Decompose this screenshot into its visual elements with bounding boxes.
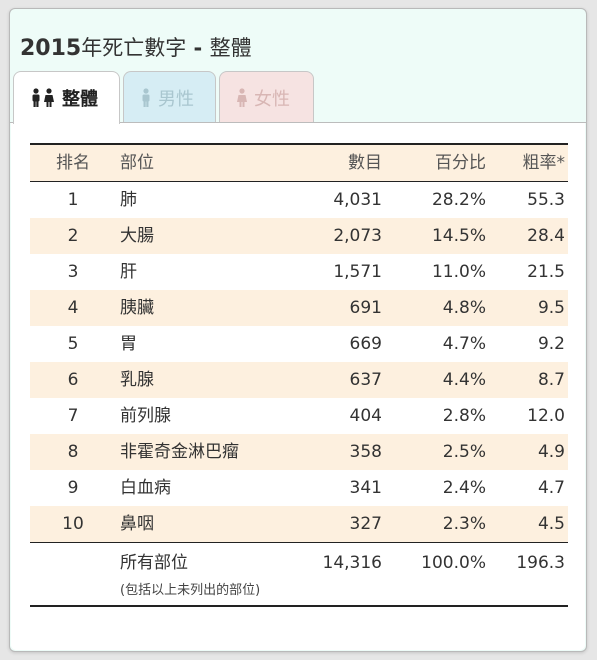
rate-cell: 55.3 [527,190,565,210]
rate-cell: 9.2 [537,334,565,354]
site-cell: 鼻咽 [120,514,154,534]
tab-overall[interactable]: 整體 [13,71,120,124]
count-cell: 341 [349,478,382,498]
rate-cell: 9.5 [537,298,565,318]
mortality-table: 排名 部位 數目 百分比 粗率* 1 肺 4,031 28.2% 55.3 2 … [30,143,568,607]
table-total-row: 所有部位 14,316 100.0% 196.3 (包括以上未列出的部位) [30,543,568,605]
pct-cell: 4.8% [442,298,486,318]
table-row: 6 乳腺 637 4.4% 8.7 [30,362,568,398]
rank-cell: 3 [67,262,79,282]
rate-cell: 21.5 [527,262,565,282]
female-icon [237,87,247,107]
table-row: 3 肝 1,571 11.0% 21.5 [30,254,568,290]
total-note: (包括以上未列出的部位) [120,583,261,598]
title-scope: 整體 [209,36,252,60]
site-cell: 胰臟 [120,298,154,318]
rate-cell: 8.7 [537,370,565,390]
count-cell: 404 [349,406,382,426]
count-cell: 669 [349,334,382,354]
rank-cell: 8 [67,442,79,462]
rate-cell: 4.5 [537,514,565,534]
col-rate-header: 粗率* [522,153,566,173]
pct-cell: 11.0% [431,262,486,282]
table-top-rule [30,143,568,145]
pct-cell: 4.4% [442,370,486,390]
table-header-rule [30,181,568,182]
table-row: 2 大腸 2,073 14.5% 28.4 [30,218,568,254]
pct-cell: 2.3% [442,514,486,534]
table-header: 排名 部位 數目 百分比 粗率* [30,145,568,181]
site-cell: 前列腺 [120,406,171,426]
title-year: 2015 [20,36,82,61]
table-bottom-rule [30,605,568,607]
site-cell: 肺 [120,190,137,210]
rate-cell: 12.0 [527,406,565,426]
male-icon [142,87,150,107]
count-cell: 327 [349,514,382,534]
pct-cell: 2.4% [442,478,486,498]
rate-cell: 28.4 [527,226,565,246]
tab-male-label: 男性 [158,88,194,110]
rank-cell: 6 [67,370,79,390]
tab-overall-label: 整體 [62,89,98,110]
rate-cell: 4.7 [537,478,565,498]
title-text: 年死亡數字 [81,36,187,60]
pct-cell: 28.2% [431,190,486,210]
total-count-cell: 14,316 [322,553,382,573]
rank-cell: 4 [67,298,79,318]
site-cell: 胃 [120,334,137,354]
table-total-rule [30,542,568,543]
site-cell: 乳腺 [120,370,154,390]
site-cell: 大腸 [120,226,154,246]
tab-divider [10,122,586,123]
count-cell: 637 [349,370,382,390]
table-row: 8 非霍奇金淋巴瘤 358 2.5% 4.9 [30,434,568,470]
site-cell: 肝 [120,262,137,282]
title-dash: - [186,36,210,60]
rank-cell: 2 [67,226,79,246]
col-count-header: 數目 [348,153,382,173]
site-cell: 非霍奇金淋巴瘤 [120,442,239,462]
rank-cell: 10 [62,514,84,534]
pct-cell: 4.7% [442,334,486,354]
col-rank-header: 排名 [56,153,90,173]
pct-cell: 2.8% [442,406,486,426]
rank-cell: 1 [67,190,79,210]
table-row: 10 鼻咽 327 2.3% 4.5 [30,506,568,542]
rank-cell: 5 [67,334,79,354]
tab-male[interactable]: 男性 [123,71,216,123]
total-site-cell: 所有部位 [120,553,188,573]
rank-cell: 7 [67,406,79,426]
tab-female[interactable]: 女性 [219,71,314,123]
count-cell: 1,571 [333,262,382,282]
table-row: 1 肺 4,031 28.2% 55.3 [30,182,568,218]
total-rate-cell: 196.3 [516,553,565,573]
tab-bar: 整體 男性 女性 [10,71,588,125]
rank-cell: 9 [67,478,79,498]
pct-cell: 14.5% [431,226,486,246]
count-cell: 358 [349,442,382,462]
table-row: 5 胃 669 4.7% 9.2 [30,326,568,362]
couple-icon [32,88,54,107]
tab-panel: 排名 部位 數目 百分比 粗率* 1 肺 4,031 28.2% 55.3 2 … [11,123,585,650]
count-cell: 2,073 [333,226,382,246]
col-site-header: 部位 [120,153,154,173]
total-pct-cell: 100.0% [421,553,486,573]
site-cell: 白血病 [120,478,171,498]
rate-cell: 4.9 [537,442,565,462]
count-cell: 691 [349,298,382,318]
table-row: 4 胰臟 691 4.8% 9.5 [30,290,568,326]
table-row: 9 白血病 341 2.4% 4.7 [30,470,568,506]
col-pct-header: 百分比 [435,153,486,173]
table-row: 7 前列腺 404 2.8% 12.0 [30,398,568,434]
count-cell: 4,031 [333,190,382,210]
tab-female-label: 女性 [254,88,290,110]
stats-card: 2015年死亡數字 - 整體 整體 男性 [9,8,587,652]
page-title: 2015年死亡數字 - 整體 [20,32,252,62]
pct-cell: 2.5% [442,442,486,462]
